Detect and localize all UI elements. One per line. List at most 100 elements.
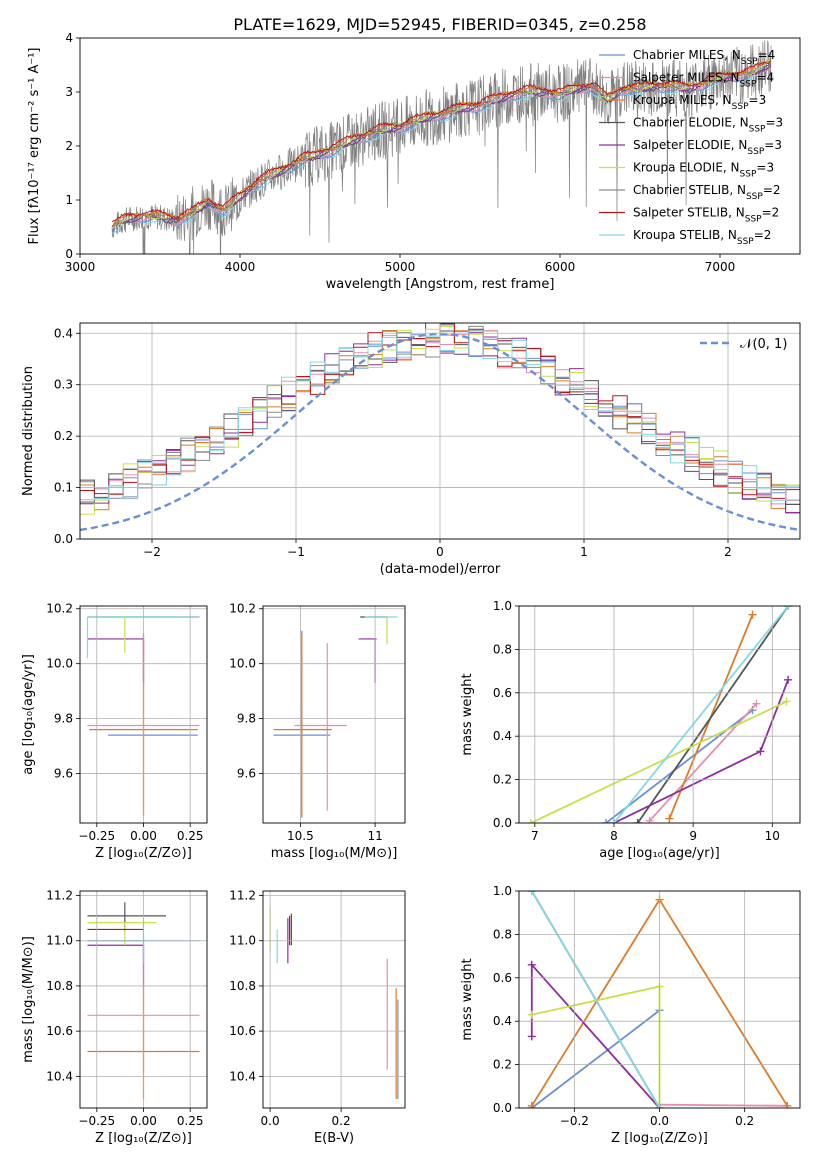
panel-mass_vs_ebv: 0.0 0.2 10.4 10.6 10.8 11.0 11.2 E(B-V): [229, 889, 406, 1146]
errorbar-pink: [294, 643, 347, 811]
y-tick-label: 9.6: [54, 767, 73, 781]
y-tick-label: 1: [65, 193, 73, 207]
x-tick-label: −0.25: [78, 829, 115, 843]
y-axis-label: mass [log₁₀(M/M⊙)]: [21, 936, 36, 1063]
x-tick-label: 10.5: [287, 829, 314, 843]
series-dkgray: [636, 606, 789, 823]
plot-area: [273, 616, 398, 818]
x-tick-label: 0.2: [735, 1114, 754, 1128]
axes-frame: [518, 890, 801, 1109]
y-tick-label: 0.6: [493, 686, 512, 700]
point-marker: [527, 960, 536, 969]
y-tick-label: 0.2: [54, 429, 73, 443]
point-marker: [784, 675, 793, 684]
y-tick-label: 1.0: [493, 599, 512, 613]
y-tick-label: 10.8: [229, 979, 256, 993]
y-axis-label: Normed distribution: [21, 366, 36, 496]
x-tick-label: −0.2: [560, 1114, 589, 1128]
y-tick-label: 0.0: [493, 816, 512, 830]
axes-frame: [79, 605, 208, 824]
errorbar-purple: [87, 638, 145, 683]
y-tick-label: 0.8: [493, 642, 512, 656]
x-tick-label: 7: [531, 829, 539, 843]
point-marker: [748, 610, 757, 619]
x-axis-label: age [log₁₀(age/yr)]: [599, 846, 720, 861]
x-tick-label: 3000: [65, 260, 96, 274]
y-tick-label: 10.2: [46, 602, 73, 616]
y-tick-label: 10.6: [46, 1024, 73, 1038]
series-lime: [531, 985, 661, 1108]
y-tick-label: 2: [65, 139, 73, 153]
plot-area: [111, 40, 772, 254]
x-axis-label: Z [log₁₀(Z/Z⊙)]: [611, 1131, 708, 1146]
y-tick-label: 9.8: [237, 712, 256, 726]
y-tick-label: 0.2: [493, 773, 512, 787]
y-tick-label: 0.4: [54, 326, 73, 340]
x-tick-label: 10: [765, 829, 780, 843]
series-purple: [530, 962, 661, 1108]
x-tick-label: 0: [436, 545, 444, 559]
errorbar-dkgray: [87, 902, 166, 932]
x-tick-label: 0.00: [130, 829, 157, 843]
model-blue: [111, 67, 771, 232]
series-cyan: [613, 606, 789, 823]
y-tick-label: 11.0: [229, 934, 256, 948]
x-tick-label: 0.0: [261, 1114, 280, 1128]
errorbar-purple: [87, 944, 145, 986]
axes-frame: [262, 605, 406, 824]
x-tick-label: 1: [580, 545, 588, 559]
series-pink: [648, 702, 758, 822]
y-tick-label: 0.1: [54, 481, 73, 495]
legend-label: Salpeter ELODIE, NSSP=3: [633, 138, 782, 157]
legend-label: Kroupa STELIB, NSSP=2: [633, 228, 771, 247]
legend-label: Kroupa ELODIE, NSSP=3: [633, 161, 774, 180]
errorbar-orange: [273, 633, 332, 818]
x-axis-label: mass [log₁₀(M/M⊙)]: [271, 846, 398, 861]
legend-entry: Salpeter ELODIE, NSSP=3: [599, 138, 782, 157]
x-tick-label: 0.2: [332, 1114, 351, 1128]
panel-residuals: −2 −1 0 1 2 0.0 0.1 0.2 0.3 0.4 (data-model)/error…: [21, 322, 801, 577]
x-tick-label: 0.0: [650, 1114, 669, 1128]
panel-age_vs_Z: −0.25 0.00 0.25 9.6 9.8 10.0 10.2 Z [log₁₀(Z/Z⊙…: [21, 602, 208, 861]
model-cyan: [111, 66, 772, 235]
legend-entry: Chabrier ELODIE, NSSP=3: [599, 116, 783, 135]
y-axis-label: mass weight: [460, 673, 475, 755]
panel-mass_weight_vs_Z: −0.2 0.0 0.2 0.0 0.2 0.4 0.6 0.8 1.0 Z [log₁₀(Z/Z…: [460, 884, 801, 1146]
model-pink: [111, 67, 771, 229]
y-tick-label: 10.6: [229, 1024, 256, 1038]
legend-label: Kroupa MILES, NSSP=3: [633, 93, 766, 112]
y-tick-label: 11.2: [46, 889, 73, 903]
point-marker: [665, 814, 674, 823]
y-tick-label: 0.3: [54, 378, 73, 392]
x-tick-label: −1: [287, 545, 305, 559]
legend-entry: Kroupa STELIB, NSSP=2: [599, 228, 771, 247]
plot-area: [269, 906, 399, 1099]
figure-title: PLATE=1629, MJD=52945, FIBERID=0345, z=0…: [233, 15, 646, 34]
x-tick-label: −0.25: [78, 1114, 115, 1128]
panel-mass_weight_vs_age: 7 8 9 10 0.0 0.2 0.4 0.6 0.8 1.0 age [log₁₀(age/yr…: [460, 599, 801, 861]
panel-mass_vs_Z: −0.25 0.00 0.25 10.4 10.6 10.8 11.0 11.2 Z [log₁…: [21, 889, 208, 1146]
axes-frame: [262, 890, 406, 1109]
y-tick-label: 10.8: [46, 979, 73, 993]
x-tick-label: 11: [367, 829, 382, 843]
point-marker: [527, 1010, 536, 1019]
y-tick-label: 1.0: [493, 884, 512, 898]
x-tick-label: 8: [610, 829, 618, 843]
x-tick-label: 9: [689, 829, 697, 843]
point-marker: [527, 891, 536, 895]
y-tick-label: 4: [65, 31, 73, 45]
model-orange: [111, 60, 771, 227]
point-marker: [527, 1032, 536, 1041]
point-marker: [782, 697, 791, 706]
legend: 𝒩(0, 1): [700, 337, 787, 352]
point-marker: [527, 1101, 536, 1108]
y-tick-label: 3: [65, 85, 73, 99]
y-tick-label: 10.0: [46, 657, 73, 671]
legend-entry: Chabrier MILES, NSSP=4: [599, 48, 775, 67]
y-axis-label: age [log₁₀(age/yr)]: [21, 654, 36, 775]
axes-frame: [79, 890, 208, 1109]
point-marker: [752, 699, 761, 708]
y-tick-label: 0.6: [493, 971, 512, 985]
y-tick-label: 9.6: [237, 767, 256, 781]
